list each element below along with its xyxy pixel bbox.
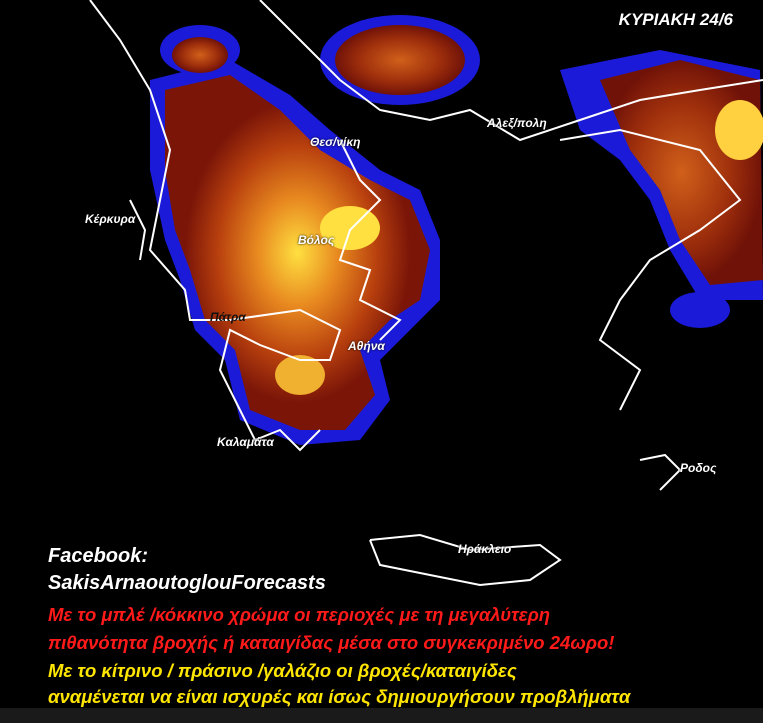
coastlines: [89, 0, 763, 587]
legend-red-line-1: Με το μπλέ /κόκκινο χρώμα οι περιοχές με…: [48, 604, 551, 625]
credit-line-2: SakisArnaoutoglouForecasts: [48, 572, 326, 594]
city-label-volos: Βόλος: [298, 233, 335, 247]
legend-yellow-line-1: Με το κίτρινο / πράσινο /γαλάζιο οι βροχ…: [48, 660, 517, 681]
precipitation-high-band: [165, 25, 763, 430]
city-label-patra: Πάτρα: [210, 310, 246, 324]
city-label-athina: Αθήνα: [348, 339, 385, 353]
city-label-rodos: Ροδος: [680, 461, 717, 475]
city-label-kalamata: Καλαμάτα: [217, 435, 274, 449]
city-label-thessaloniki: Θεσ/νίκη: [310, 135, 361, 149]
city-label-irakleio: Ηράκλειο: [458, 542, 512, 556]
bottom-strip: [0, 708, 763, 723]
credit-line-1: Facebook:: [48, 545, 149, 567]
legend-yellow-line-2: αναμένεται να είναι ισχυρές και ίσως δημ…: [48, 686, 631, 707]
date-label: ΚΥΡΙΑΚΗ 24/6: [618, 10, 733, 29]
city-label-kerkyra: Κέρκυρα: [85, 212, 136, 226]
city-label-alexandroupoli: Αλεξ/πολη: [487, 116, 547, 130]
legend-red-line-2: πιθανότητα βροχής ή καταιγίδας μέσα στο …: [48, 632, 615, 653]
